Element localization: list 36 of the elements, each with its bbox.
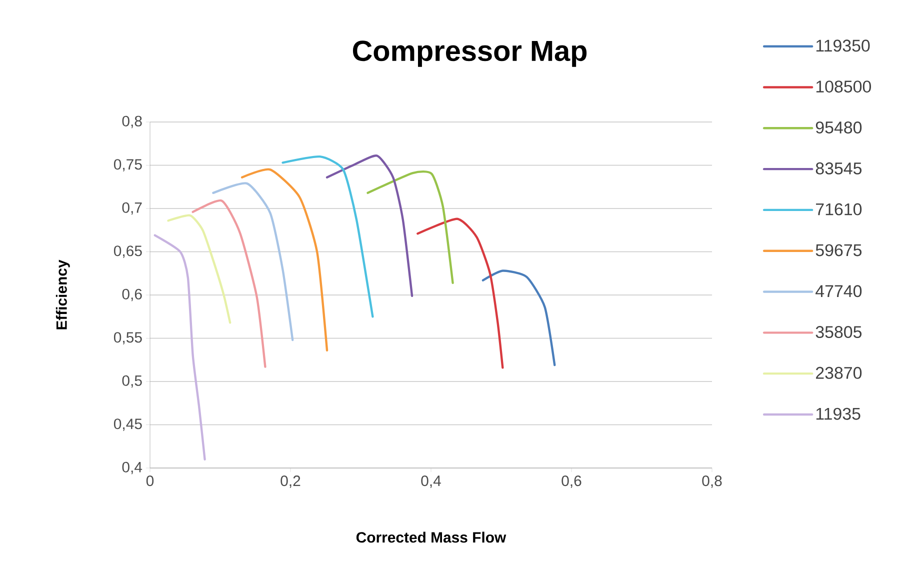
line-series: [192, 199, 266, 368]
legend-label: 108500: [816, 80, 871, 93]
x-axis-title: Corrected Mass Flow: [356, 532, 506, 543]
x-tick-label: 0,6: [562, 476, 582, 488]
line-series: [212, 182, 294, 342]
line-series: [482, 270, 556, 366]
line-series: [154, 234, 206, 460]
y-tick-label: 0,65: [114, 246, 142, 258]
y-tick-label: 0,5: [122, 375, 142, 388]
line-series: [240, 168, 328, 352]
chart-title: Compressor Map: [352, 40, 587, 67]
legend-label: 119350: [816, 40, 870, 52]
y-tick-label: 0,4: [122, 462, 142, 474]
x-tick-label: 0,2: [280, 476, 300, 488]
legend-label: 47740: [816, 285, 862, 298]
y-axis-title: Efficiency: [56, 260, 70, 330]
y-tick-label: 0,75: [114, 159, 142, 172]
line-series: [416, 218, 504, 369]
y-tick-label: 0,45: [114, 418, 142, 431]
x-tick-label: 0,4: [421, 476, 441, 488]
legend-label: 23870: [816, 366, 862, 379]
legend-label: 95480: [816, 121, 862, 134]
y-tick-label: 0,8: [122, 116, 142, 128]
legend-label: 71610: [816, 203, 862, 216]
line-series: [282, 155, 374, 318]
line-series: [326, 154, 414, 297]
x-tick-label: 0: [146, 476, 154, 486]
y-tick-label: 0,7: [122, 202, 142, 215]
y-tick-label: 0,6: [122, 288, 142, 302]
legend-label: 11935: [816, 408, 860, 420]
legend-label: 35805: [816, 326, 862, 338]
legend-label: 59675: [816, 244, 862, 256]
line-series: [167, 214, 232, 324]
y-tick-label: 0,55: [114, 332, 142, 344]
x-tick-label: 0,8: [702, 476, 722, 488]
legend-label: 83545: [816, 162, 862, 174]
